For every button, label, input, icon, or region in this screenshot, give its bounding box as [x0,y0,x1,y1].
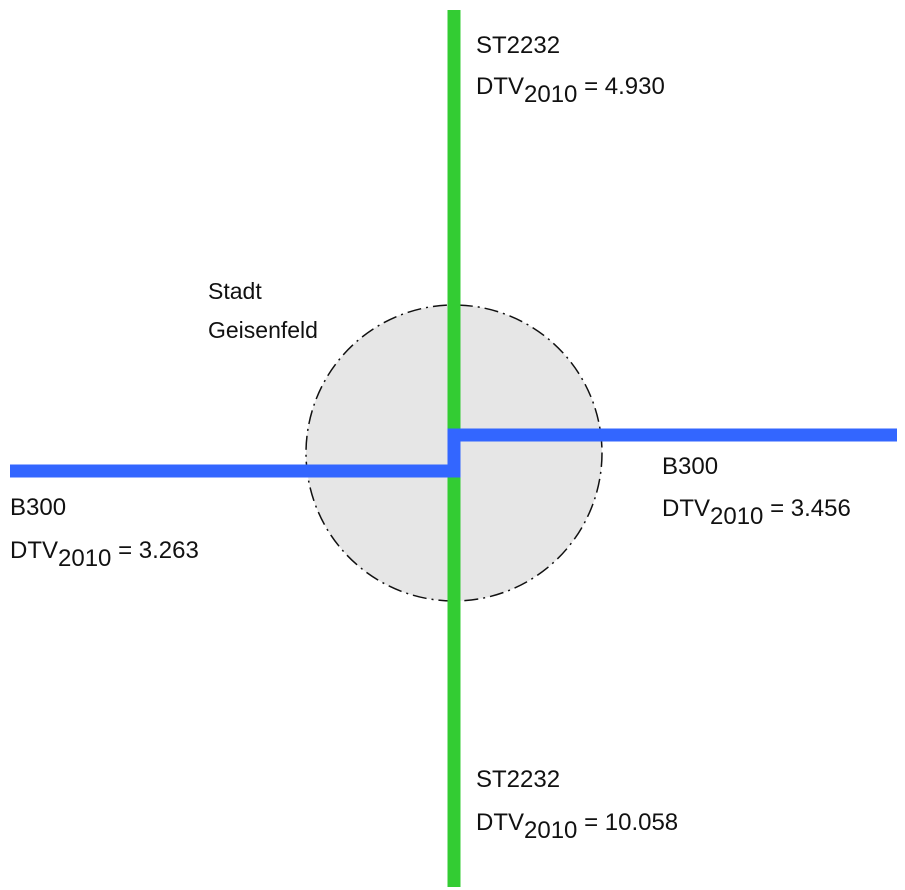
town-label-line1: Stadt [208,278,262,304]
st2232-north-road-name: ST2232 [476,32,561,59]
st2232-south-traffic-volume: DTV2010 = 10.058 [476,809,679,844]
town-label-line2: Geisenfeld [208,317,318,343]
b300-west-traffic-volume: DTV2010 = 3.263 [10,537,199,572]
b300-east-traffic-volume: DTV2010 = 3.456 [662,495,851,530]
b300-east-road-name: B300 [662,453,719,480]
st2232-north-traffic-volume: DTV2010 = 4.930 [476,73,665,108]
b300-road-line [10,428,897,478]
st2232-south-road-name: ST2232 [476,766,561,793]
b300-west-road-name: B300 [10,494,67,521]
